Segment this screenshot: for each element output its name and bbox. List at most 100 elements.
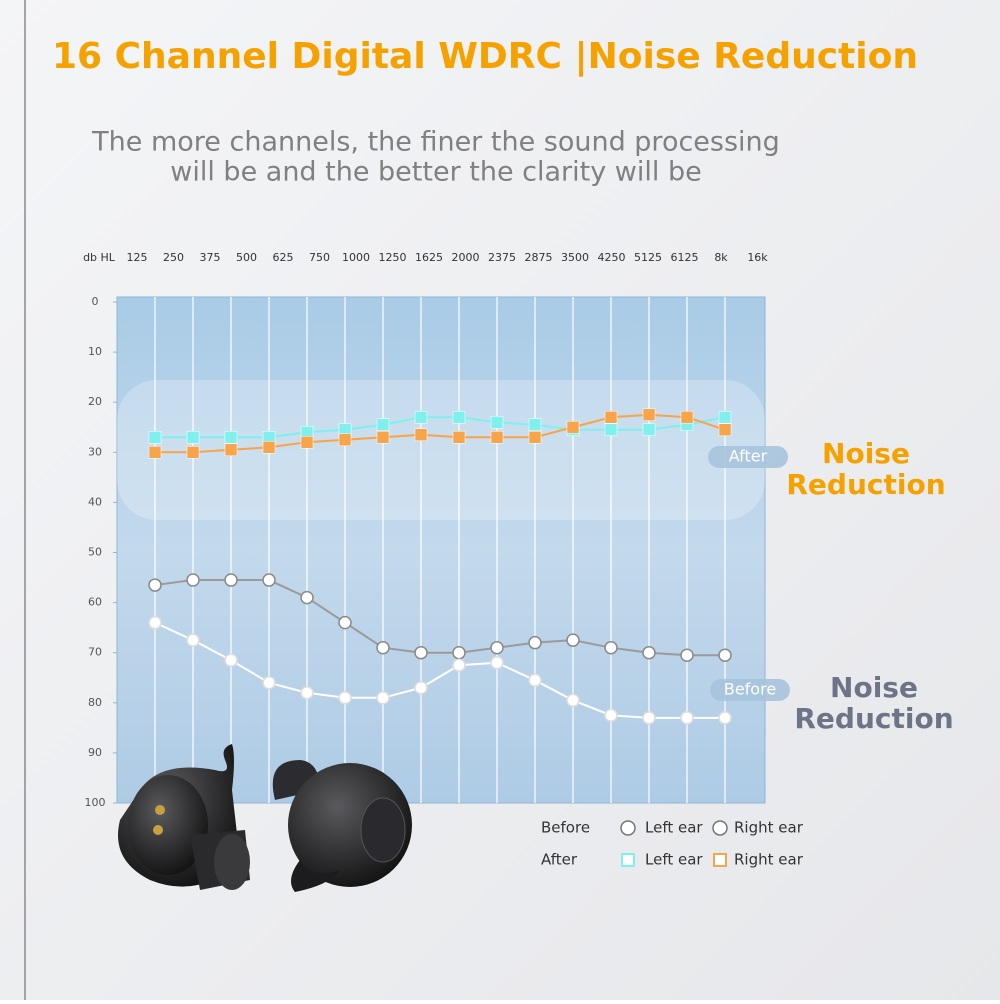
subtitle: will be and the better the clarity will … [170, 157, 701, 188]
point [642, 423, 656, 437]
title: 16 Channel Digital WDRC |Noise Reduction [52, 36, 918, 77]
point [718, 711, 732, 725]
point [224, 431, 238, 444]
point [642, 408, 656, 421]
y-axis-label: db HL [83, 251, 116, 264]
point [680, 410, 694, 424]
point [414, 428, 428, 442]
point [566, 633, 580, 647]
tag-label: Before [724, 680, 776, 699]
point [414, 410, 428, 424]
series-line [155, 416, 726, 439]
y-tick-label: 10 [88, 345, 102, 358]
annotation: Reduction [794, 702, 953, 735]
point [148, 446, 162, 459]
point [338, 691, 352, 705]
y-tick-label: 50 [88, 546, 102, 559]
x-tick-label: 375 [200, 251, 221, 264]
legend-group: Before [541, 819, 590, 837]
point [490, 431, 504, 444]
point [376, 418, 390, 431]
annotation: Noise [830, 671, 918, 704]
point [414, 681, 428, 695]
point [604, 708, 618, 723]
point [414, 645, 428, 660]
plot-area [116, 296, 766, 804]
point [148, 615, 162, 630]
x-tick-label: 3500 [561, 251, 589, 264]
point [262, 573, 276, 587]
annotation: Reduction [786, 468, 945, 501]
legend-marker [713, 853, 727, 867]
point [300, 436, 314, 449]
x-tick-label: 750 [309, 251, 330, 264]
point [642, 711, 656, 725]
point [528, 673, 542, 688]
legend-group: After [541, 851, 578, 869]
point [300, 686, 314, 700]
x-tick-label: 4250 [598, 251, 626, 264]
tag-label: After [729, 447, 768, 466]
x-tick-label: 500 [236, 251, 257, 264]
point [262, 441, 276, 454]
point [186, 573, 200, 587]
x-tick-label: 2375 [488, 251, 516, 264]
legend-marker [620, 820, 636, 836]
earbuds [118, 744, 412, 892]
x-tick-label: 125 [127, 251, 148, 264]
x-tick-label: 2875 [525, 251, 553, 264]
point [338, 433, 352, 447]
tag-pill [710, 679, 790, 701]
y-tick-label: 40 [88, 495, 102, 508]
point [490, 655, 504, 670]
point [186, 633, 200, 647]
point [680, 711, 694, 725]
y-tick-label: 70 [88, 646, 102, 659]
y-tick-label: 20 [88, 395, 102, 408]
point [490, 415, 504, 429]
point [604, 423, 618, 437]
point [338, 615, 352, 630]
point [528, 418, 542, 431]
tag-pill [708, 446, 788, 468]
point [376, 431, 390, 444]
legend-label: Left ear [645, 819, 703, 837]
point [452, 431, 466, 444]
x-tick-label: 8k [714, 251, 728, 264]
series-line [155, 413, 726, 454]
series-line [154, 621, 725, 719]
point [718, 423, 732, 437]
point [528, 431, 542, 444]
legend-marker [712, 820, 728, 836]
point [376, 691, 390, 705]
point [186, 446, 200, 459]
y-tick-label: 100 [85, 796, 106, 809]
subtitle: The more channels, the finer the sound p… [91, 127, 780, 158]
point [148, 578, 162, 592]
series-line [154, 579, 725, 657]
x-tick-label: 16k [747, 251, 768, 264]
point [148, 431, 162, 444]
y-tick-label: 90 [88, 746, 102, 759]
x-tick-label: 250 [163, 251, 184, 264]
point [224, 443, 238, 457]
point [224, 653, 238, 667]
point [718, 410, 732, 424]
point [300, 590, 314, 605]
point [604, 410, 618, 424]
x-tick-label: 5125 [634, 251, 662, 264]
legend-marker [621, 853, 635, 867]
point [452, 410, 466, 424]
point [566, 421, 580, 434]
point [680, 648, 694, 662]
legend-label: Left ear [645, 851, 703, 869]
point [452, 658, 466, 672]
point [452, 645, 466, 660]
point [224, 573, 238, 587]
x-tick-label: 1000 [342, 251, 370, 264]
y-tick-label: 0 [92, 295, 99, 308]
x-tick-label: 2000 [452, 251, 480, 264]
point [566, 693, 580, 708]
y-tick-label: 80 [88, 696, 102, 709]
